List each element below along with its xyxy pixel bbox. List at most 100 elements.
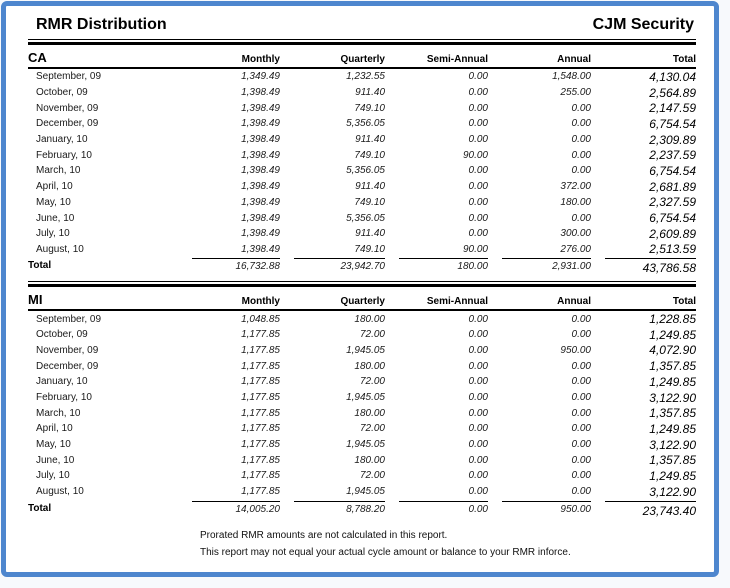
column-header-total: Total bbox=[672, 296, 696, 308]
section-header-row: CA Monthly Quarterly Semi-Annual Annual Total bbox=[28, 45, 696, 69]
table-row: June, 10 1,398.49 5,356.05 0.00 0.00 6,754.54 bbox=[28, 210, 696, 226]
month-label: December, 09 bbox=[36, 360, 99, 372]
cell-monthly: 1,177.85 bbox=[241, 360, 280, 372]
month-label: June, 10 bbox=[36, 454, 75, 466]
cell-total: 2,564.89 bbox=[649, 85, 696, 100]
column-header-semi_annual: Semi-Annual bbox=[426, 296, 488, 308]
table-row: June, 10 1,177.85 180.00 0.00 0.00 1,357.85 bbox=[28, 452, 696, 468]
cell-annual: 0.00 bbox=[571, 313, 591, 325]
cell-monthly: 1,398.49 bbox=[241, 212, 280, 224]
cell-quarterly: 749.10 bbox=[354, 196, 385, 208]
cell-monthly: 1,398.49 bbox=[241, 228, 280, 240]
cell-total: 1,357.85 bbox=[649, 406, 696, 421]
cell-quarterly: 5,356.05 bbox=[346, 118, 385, 130]
cell-quarterly: 1,945.05 bbox=[346, 439, 385, 451]
total-monthly: 16,732.88 bbox=[192, 258, 280, 272]
cell-total: 1,249.85 bbox=[649, 468, 696, 483]
report-header: RMR Distribution CJM Security bbox=[28, 8, 696, 38]
cell-semi_annual: 0.00 bbox=[468, 439, 488, 451]
cell-annual: 180.00 bbox=[560, 196, 591, 208]
table-row: January, 10 1,177.85 72.00 0.00 0.00 1,249.85 bbox=[28, 374, 696, 390]
table-row: May, 10 1,177.85 1,945.05 0.00 0.00 3,122.90 bbox=[28, 437, 696, 453]
cell-annual: 0.00 bbox=[571, 392, 591, 404]
cell-annual: 0.00 bbox=[571, 134, 591, 146]
table-row: February, 10 1,177.85 1,945.05 0.00 0.00 3,12… bbox=[28, 390, 696, 406]
month-label: January, 10 bbox=[36, 134, 88, 146]
cell-monthly: 1,349.49 bbox=[241, 71, 280, 83]
cell-monthly: 1,177.85 bbox=[241, 407, 280, 419]
cell-total: 1,357.85 bbox=[649, 453, 696, 468]
cell-quarterly: 911.40 bbox=[355, 134, 385, 146]
cell-annual: 300.00 bbox=[560, 228, 591, 240]
table-row: November, 09 1,398.49 749.10 0.00 0.00 2,147.… bbox=[28, 100, 696, 116]
total-row-label: Total bbox=[28, 502, 52, 514]
cell-semi_annual: 0.00 bbox=[468, 454, 488, 466]
cell-monthly: 1,177.85 bbox=[241, 392, 280, 404]
table-row: April, 10 1,177.85 72.00 0.00 0.00 1,249.85 bbox=[28, 421, 696, 437]
column-header-quarterly: Quarterly bbox=[340, 54, 385, 65]
cell-annual: 0.00 bbox=[571, 454, 591, 466]
total-annual: 2,931.00 bbox=[502, 258, 591, 272]
cell-monthly: 1,177.85 bbox=[241, 344, 280, 356]
cell-quarterly: 180.00 bbox=[354, 454, 385, 466]
month-label: August, 10 bbox=[36, 243, 84, 255]
table-row: July, 10 1,177.85 72.00 0.00 0.00 1,249.85 bbox=[28, 468, 696, 484]
cell-quarterly: 180.00 bbox=[354, 407, 385, 419]
table-row: September, 09 1,349.49 1,232.55 0.00 1,548.0… bbox=[28, 69, 696, 85]
cell-annual: 0.00 bbox=[571, 407, 591, 419]
cell-monthly: 1,177.85 bbox=[241, 454, 280, 466]
cell-semi_annual: 0.00 bbox=[468, 423, 488, 435]
cell-total: 3,122.90 bbox=[649, 437, 696, 452]
month-label: March, 10 bbox=[36, 407, 81, 419]
cell-annual: 950.00 bbox=[560, 344, 591, 356]
table-row: December, 09 1,177.85 180.00 0.00 0.00 1,357.… bbox=[28, 358, 696, 374]
cell-annual: 0.00 bbox=[571, 423, 591, 435]
cell-monthly: 1,398.49 bbox=[241, 181, 280, 193]
table-row: January, 10 1,398.49 911.40 0.00 0.00 2,309.8… bbox=[28, 132, 696, 148]
region-section-ca: CA Monthly Quarterly Semi-Annual Annual Total… bbox=[28, 39, 696, 277]
cell-annual: 0.00 bbox=[571, 470, 591, 482]
cell-semi_annual: 0.00 bbox=[468, 313, 488, 325]
month-label: April, 10 bbox=[36, 181, 73, 193]
cell-total: 1,249.85 bbox=[649, 327, 696, 342]
cell-monthly: 1,398.49 bbox=[241, 87, 280, 99]
cell-monthly: 1,177.85 bbox=[241, 376, 280, 388]
cell-annual: 0.00 bbox=[571, 486, 591, 498]
month-label: November, 09 bbox=[36, 344, 99, 356]
cell-annual: 255.00 bbox=[560, 87, 591, 99]
region-label: MI bbox=[28, 292, 43, 308]
cell-annual: 0.00 bbox=[571, 165, 591, 177]
total-total: 23,743.40 bbox=[605, 500, 696, 518]
total-semi_annual: 180.00 bbox=[399, 258, 488, 272]
cell-total: 6,754.54 bbox=[649, 211, 696, 226]
cell-semi_annual: 0.00 bbox=[468, 87, 488, 99]
month-label: February, 10 bbox=[36, 149, 92, 161]
table-row: April, 10 1,398.49 911.40 0.00 372.00 2,681.8… bbox=[28, 179, 696, 195]
month-label: July, 10 bbox=[36, 228, 70, 240]
cell-total: 6,754.54 bbox=[649, 116, 696, 131]
cell-total: 1,357.85 bbox=[649, 359, 696, 374]
table-row: August, 10 1,177.85 1,945.05 0.00 0.00 3,122.… bbox=[28, 484, 696, 500]
cell-monthly: 1,177.85 bbox=[241, 486, 280, 498]
cell-semi_annual: 0.00 bbox=[468, 118, 488, 130]
cell-quarterly: 911.40 bbox=[355, 181, 385, 193]
cell-monthly: 1,177.85 bbox=[241, 470, 280, 482]
month-label: May, 10 bbox=[36, 196, 71, 208]
month-label: September, 09 bbox=[36, 71, 102, 83]
cell-total: 2,609.89 bbox=[649, 226, 696, 241]
cell-total: 2,309.89 bbox=[649, 132, 696, 147]
column-header-annual: Annual bbox=[557, 296, 591, 308]
report-title: RMR Distribution bbox=[36, 16, 167, 33]
total-quarterly: 8,788.20 bbox=[294, 500, 385, 515]
report-notes: Prorated RMR amounts are not calculated … bbox=[200, 527, 696, 562]
cell-semi_annual: 0.00 bbox=[468, 196, 488, 208]
report-footer: September 27, 2009 7:15:23 AM Page 1 bbox=[28, 573, 696, 578]
cell-quarterly: 72.00 bbox=[359, 329, 385, 341]
cell-total: 2,147.59 bbox=[649, 101, 696, 116]
cell-semi_annual: 90.00 bbox=[462, 149, 488, 161]
column-header-monthly: Monthly bbox=[241, 54, 280, 65]
month-label: November, 09 bbox=[36, 102, 99, 114]
cell-total: 2,681.89 bbox=[649, 179, 696, 194]
cell-semi_annual: 0.00 bbox=[468, 329, 488, 341]
cell-quarterly: 1,232.55 bbox=[346, 71, 385, 83]
